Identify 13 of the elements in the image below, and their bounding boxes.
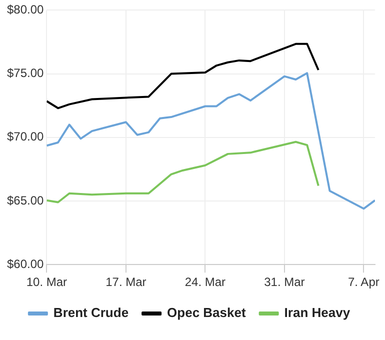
x-tick-label: 31. Mar <box>264 275 305 290</box>
y-tick-label: $80.00 <box>7 2 44 17</box>
y-tick-label: $60.00 <box>7 256 44 271</box>
y-tick-label: $65.00 <box>7 193 44 208</box>
legend-label: Iran Heavy <box>284 305 351 320</box>
x-tick-label: 24. Mar <box>184 275 226 290</box>
legend-label: Brent Crude <box>53 305 129 320</box>
y-tick-label: $70.00 <box>7 130 44 144</box>
y-tick-label: $75.00 <box>7 66 44 80</box>
x-tick-label: 17. Mar <box>106 275 146 290</box>
legend-label: Opec Basket <box>167 305 246 320</box>
x-tick-label: 10. Mar <box>26 275 68 290</box>
x-tick-label: 7. Apr <box>348 275 380 290</box>
